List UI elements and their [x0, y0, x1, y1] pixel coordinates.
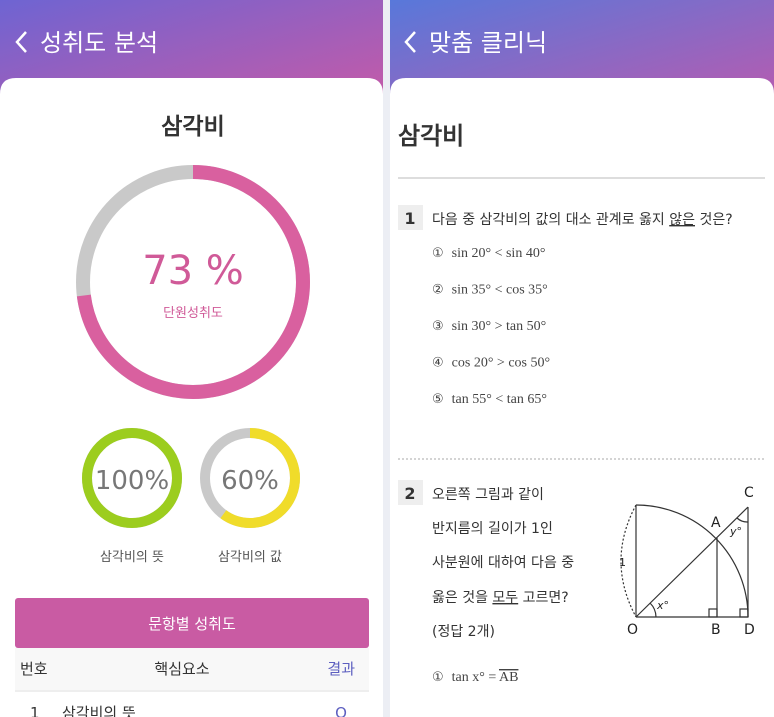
segment — [635, 506, 749, 618]
header-title: 성취도 분석 — [40, 29, 158, 57]
angle-arc — [736, 517, 749, 523]
angle-arc — [649, 602, 657, 618]
length-label: 1 — [619, 556, 626, 569]
sub-value: 100% — [95, 466, 169, 496]
text: 것은? — [695, 212, 733, 228]
question-note: (정답 2개) — [432, 624, 495, 640]
option-text: sin 30° > tan 50° — [452, 319, 547, 334]
option-marker: ① — [432, 246, 444, 261]
point-label: C — [744, 485, 754, 501]
table-title: 문항별 성취도 — [148, 615, 236, 633]
question-number-box — [398, 205, 423, 230]
point-label: O — [627, 622, 638, 638]
title: 삼각비 — [398, 122, 464, 150]
figure-labels: C A y° 1 x° O B D — [619, 485, 755, 638]
column-header: 번호 — [20, 660, 48, 678]
question-text: 다음 중 삼각비의 값의 대소 관계로 옳지 않은 것은? — [432, 212, 733, 228]
cell: 1 — [30, 704, 40, 717]
option: ① tan x° = AB — [432, 670, 518, 685]
divider — [383, 0, 390, 717]
achievement-value: 73 % — [142, 248, 244, 294]
sub-caption: 삼각비의 뜻 — [100, 550, 164, 565]
option-text: tan 55° < tan 65° — [452, 392, 547, 407]
radius-brace — [620, 504, 637, 618]
cell: O — [335, 704, 347, 717]
underlined-text: 않은 — [669, 212, 695, 228]
column-header: 핵심요소 — [154, 660, 209, 678]
achievement-caption: 단원성취도 — [163, 306, 223, 321]
option-text: sin 20° < sin 40° — [452, 246, 546, 261]
column-header: 결과 — [327, 660, 355, 678]
option-marker: ② — [432, 283, 444, 298]
question-number-box — [398, 480, 423, 505]
option: ③ sin 30° > tan 50° — [432, 319, 546, 334]
option: ⑤ tan 55° < tan 65° — [432, 392, 547, 407]
back-button[interactable] — [404, 31, 416, 53]
back-button[interactable] — [15, 31, 27, 53]
sub-caption: 삼각비의 값 — [218, 550, 282, 565]
option: ④ cos 20° > cos 50° — [432, 356, 550, 371]
text: 고르면? — [518, 590, 569, 606]
underlined-text: 모두 — [492, 590, 518, 606]
question-line: 반지름의 길이가 1인 — [432, 521, 553, 537]
option: ① sin 20° < sin 40° — [432, 246, 545, 261]
point-label: B — [711, 622, 721, 638]
figure — [620, 504, 749, 618]
question-number: 2 — [404, 484, 415, 503]
options: ① sin 20° < sin 40° ② sin 35° < cos 35° ③ sin… — [432, 246, 550, 407]
rings — [76, 165, 310, 528]
option: ② sin 35° < cos 35° — [432, 283, 548, 298]
header-title: 맞춤 클리닉 — [429, 29, 547, 57]
text: 옳은 것을 — [432, 590, 492, 606]
point-label: D — [744, 622, 755, 638]
ring-progress — [76, 165, 310, 399]
ring-progress — [200, 428, 300, 528]
quarter-arc — [635, 504, 749, 618]
option-text: cos 20° > cos 50° — [452, 356, 550, 371]
card — [390, 78, 774, 717]
table-header — [15, 648, 369, 690]
question-line: 옳은 것을 모두 고르면? — [432, 590, 569, 606]
sub-value: 60% — [221, 466, 279, 496]
ring-progress — [82, 428, 182, 528]
option-marker: ④ — [432, 356, 444, 371]
text: 다음 중 삼각비의 값의 대소 관계로 옳지 — [432, 212, 669, 228]
right-angle — [708, 608, 718, 618]
angle-label: x° — [656, 599, 669, 612]
option-text: sin 35° < cos 35° — [452, 283, 548, 298]
question-line: 오른쪽 그림과 같이 — [432, 487, 544, 503]
question-line: 사분원에 대하여 다음 중 — [432, 555, 574, 571]
option-text: tan x° = — [452, 670, 499, 685]
option-marker: ⑤ — [432, 392, 444, 407]
cell: 삼각비의 뜻 — [62, 704, 136, 717]
table-title-bar — [15, 598, 369, 648]
right-angle — [739, 608, 749, 618]
angle-label: y° — [729, 525, 742, 538]
overlined-text: AB — [499, 670, 518, 685]
option-marker: ③ — [432, 319, 444, 334]
point-label: A — [711, 515, 721, 531]
option-marker: ① — [432, 670, 444, 685]
question-number: 1 — [404, 209, 415, 228]
title: 삼각비 — [161, 114, 224, 140]
